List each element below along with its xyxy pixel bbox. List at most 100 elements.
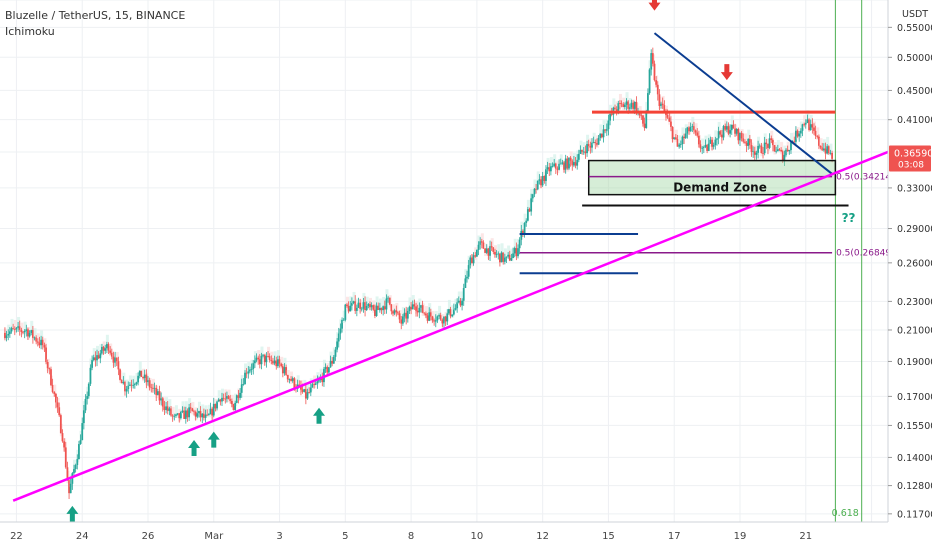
candle-body-284 <box>471 257 473 264</box>
candle-body-467 <box>771 140 774 146</box>
candle-body-381 <box>630 102 633 108</box>
cloud-bar-264 <box>438 305 442 319</box>
candle-body-266 <box>441 319 444 324</box>
cloud-bar-376 <box>622 97 626 111</box>
candle-body-160 <box>267 356 269 357</box>
candle-body-458 <box>757 146 759 153</box>
cloud-bar-204 <box>339 319 343 332</box>
candle-body-100 <box>168 408 171 411</box>
candle-body-297 <box>492 247 495 253</box>
candle-body-181 <box>301 389 304 392</box>
candle-body-82 <box>138 370 141 376</box>
cloud-bar-54 <box>92 348 96 361</box>
candle-body-269 <box>446 313 449 322</box>
candle-body-180 <box>300 385 302 390</box>
cloud-bar-436 <box>720 128 724 141</box>
candle-body-403 <box>666 115 669 118</box>
candle-body-390 <box>645 111 648 129</box>
candle-body-412 <box>681 136 684 145</box>
candle-body-268 <box>444 316 447 322</box>
candle-body-18 <box>33 337 36 339</box>
cloud-bar-348 <box>576 150 580 163</box>
time-axis[interactable]: 22 24 26 Mar 3 5 8 10 12 15 17 19 21 <box>0 521 932 550</box>
cloud-bar-318 <box>526 199 530 213</box>
cloud-bar-494 <box>816 127 820 140</box>
candle-body-457 <box>755 152 758 155</box>
candle-body-52 <box>89 367 92 384</box>
candle-body-121 <box>203 413 205 418</box>
candle-body-150 <box>250 369 253 370</box>
candle-body-118 <box>198 411 200 414</box>
candle-body-210 <box>349 305 352 312</box>
cloud-bar-356 <box>589 138 593 151</box>
candle-body-222 <box>369 304 371 308</box>
candle-body-123 <box>206 414 209 416</box>
candle-body-303 <box>502 252 505 262</box>
wedge-trend-line <box>653 32 833 175</box>
candle-body-395 <box>653 63 656 81</box>
cloud-bar-162 <box>270 351 274 365</box>
candle-body-485 <box>801 124 804 131</box>
candle-body-45 <box>78 444 80 460</box>
candle-body-188 <box>313 384 315 386</box>
candle-body-480 <box>793 141 796 143</box>
cloud-bar-168 <box>280 356 284 370</box>
cloud-bar-72 <box>122 372 126 386</box>
candle-body-477 <box>788 150 791 152</box>
candle-body-272 <box>451 314 454 317</box>
cloud-bar-8 <box>17 317 21 330</box>
cloud-bar-130 <box>217 390 221 403</box>
candle-body-322 <box>533 188 536 195</box>
candle-body-332 <box>549 166 552 172</box>
cloud-bar-90 <box>151 378 155 392</box>
cloud-bar-226 <box>375 296 379 309</box>
candle-body-501 <box>827 146 830 154</box>
cloud-bar-166 <box>276 350 280 363</box>
cloud-bar-238 <box>395 302 399 316</box>
candle-body-245 <box>406 311 409 319</box>
candle-body-55 <box>94 357 97 361</box>
candle-body-318 <box>526 209 529 221</box>
cloud-bar-206 <box>342 310 346 324</box>
candle-body-252 <box>418 307 421 313</box>
candle-body-362 <box>599 133 602 138</box>
candle-body-267 <box>443 316 445 324</box>
candle-body-309 <box>512 253 514 259</box>
candle-body-438 <box>724 126 727 130</box>
candle-body-87 <box>147 380 149 383</box>
candle-body-295 <box>489 246 491 256</box>
candle-body-393 <box>650 53 653 70</box>
candle-body-418 <box>691 126 694 128</box>
candle-body-379 <box>627 101 630 109</box>
cloud-bar-280 <box>464 269 468 282</box>
cloud-bar-194 <box>322 359 326 373</box>
candle-body-176 <box>293 378 296 388</box>
cloud-bar-334 <box>553 154 557 167</box>
cloud-bar-80 <box>135 373 139 386</box>
candle-body-85 <box>143 374 146 379</box>
fib-label-0: 0.5(0.34214) <box>836 173 895 183</box>
candle-body-41 <box>71 473 74 484</box>
candle-body-259 <box>429 312 432 317</box>
candle-body-396 <box>655 80 658 85</box>
candle-body-338 <box>559 163 562 165</box>
candle-body-199 <box>331 360 334 364</box>
cloud-bar-332 <box>549 157 553 170</box>
cloud-bar-140 <box>234 393 238 407</box>
candle-body-376 <box>622 104 625 107</box>
candle-body-306 <box>507 254 510 257</box>
cloud-bar-302 <box>500 243 504 256</box>
candle-body-238 <box>395 310 398 313</box>
candle-body-172 <box>286 375 289 380</box>
candle-body-134 <box>224 398 227 400</box>
candle-body-97 <box>163 406 166 410</box>
candle-body-140 <box>234 402 237 410</box>
candle-body-236 <box>392 311 394 314</box>
candle-body-400 <box>661 103 664 106</box>
cloud-bar-232 <box>385 289 389 302</box>
cloud-bar-220 <box>365 296 369 310</box>
